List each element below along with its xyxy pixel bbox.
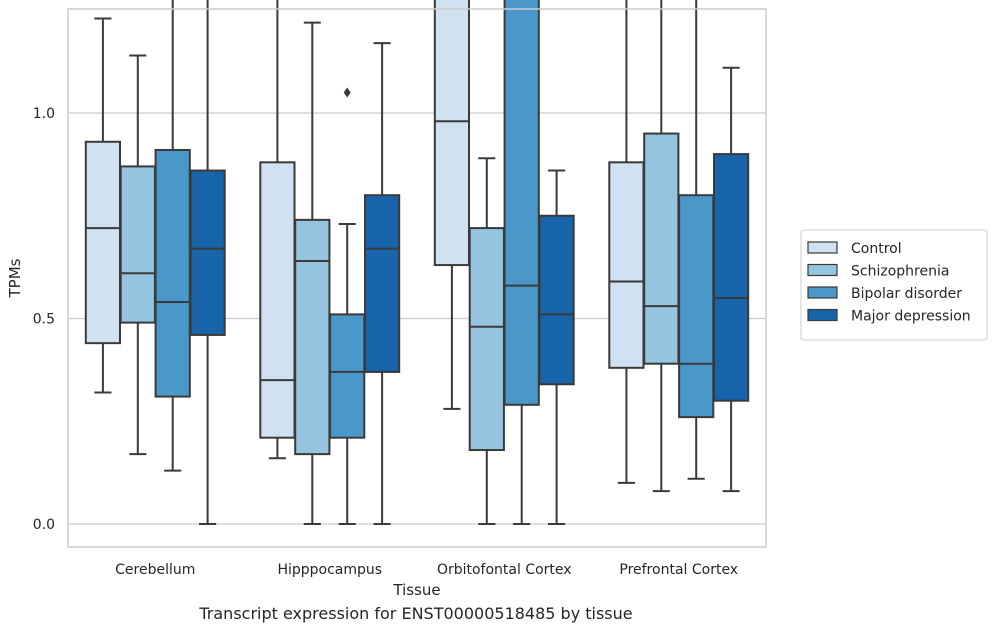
box-iqr xyxy=(119,165,156,324)
box-1-2 xyxy=(329,87,366,525)
box-3-0 xyxy=(608,0,645,484)
box-iqr xyxy=(433,0,471,267)
box-2-3 xyxy=(538,169,575,525)
box-iqr xyxy=(643,132,680,365)
box-0-0 xyxy=(84,17,122,394)
box-iqr xyxy=(712,153,750,402)
x-tick-label: Prefrontal Cortex xyxy=(619,562,738,578)
legend: Control Schizophrenia Bipolar disorder Majo… xyxy=(800,229,988,341)
box-2-2 xyxy=(503,0,540,525)
box-iqr xyxy=(678,194,715,419)
box-iqr xyxy=(329,313,366,439)
box-iqr xyxy=(84,140,122,345)
plot-frame xyxy=(67,8,767,548)
box-iqr xyxy=(538,214,575,386)
box-iqr xyxy=(259,161,296,439)
y-tick-label: 0.0 xyxy=(33,517,55,533)
legend-swatch xyxy=(807,308,838,322)
legend-label: Major depression xyxy=(851,309,971,325)
legend-label: Control xyxy=(851,241,902,257)
box-0-1 xyxy=(119,54,156,456)
box-1-1 xyxy=(294,21,331,525)
legend-label: Bipolar disorder xyxy=(851,286,962,302)
box-iqr xyxy=(608,161,645,369)
box-3-2 xyxy=(678,0,715,480)
outlier-point xyxy=(343,87,351,98)
box-1-3 xyxy=(363,42,401,525)
box-iqr xyxy=(363,194,401,373)
y-tick-label: 0.5 xyxy=(33,312,55,328)
box-1-0 xyxy=(259,0,296,460)
x-tick-label: Hipppocampus xyxy=(277,562,382,578)
legend-swatch xyxy=(807,241,838,254)
legend-frame xyxy=(800,229,988,341)
box-3-3 xyxy=(712,66,750,493)
x-axis-label: Tissue xyxy=(392,581,440,599)
box-0-3 xyxy=(189,0,226,525)
x-tick-label: Orbitofontal Cortex xyxy=(437,562,572,578)
box-iqr xyxy=(468,227,505,452)
box-iqr xyxy=(294,218,331,456)
x-tick-labels: Cerebellum Hipppocampus Orbitofontal Corte… xyxy=(115,562,738,578)
box-groups xyxy=(84,0,750,525)
x-tick-label: Cerebellum xyxy=(115,562,195,578)
box-2-1 xyxy=(468,157,505,525)
box-3-1 xyxy=(643,0,680,493)
y-tick-label: 1.0 xyxy=(33,106,55,122)
box-0-2 xyxy=(154,0,191,472)
legend-swatch xyxy=(807,286,838,299)
box-iqr xyxy=(189,169,226,336)
box-2-0 xyxy=(433,0,471,410)
box-iqr xyxy=(503,0,540,406)
y-tick-labels: 0.00.51.01.52.0 xyxy=(33,106,55,533)
box-iqr xyxy=(154,148,191,398)
legend-label: Schizophrenia xyxy=(851,264,949,280)
legend-swatch xyxy=(807,263,838,277)
y-axis-label: TPMs xyxy=(6,258,24,298)
figure-caption: Transcript expression for ENST0000051848… xyxy=(199,604,633,623)
